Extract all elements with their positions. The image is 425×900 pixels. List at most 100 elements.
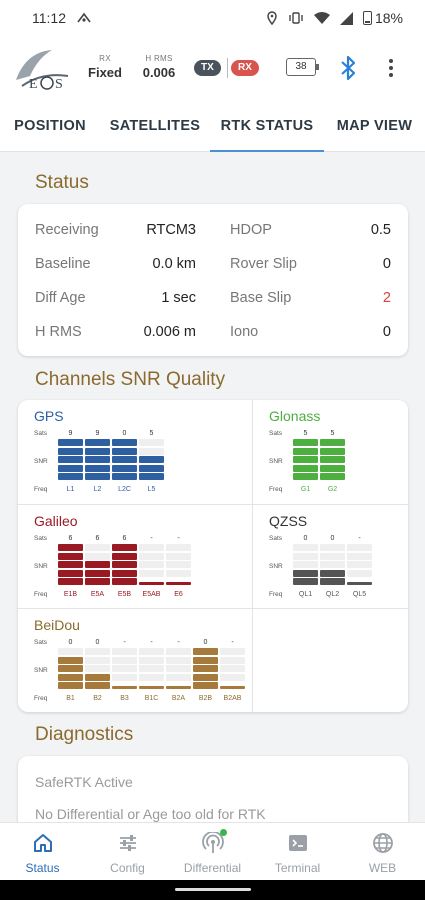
nav-terminal[interactable]: Terminal <box>255 823 340 881</box>
status-label-receiving: Receiving <box>35 222 99 238</box>
frequency-label: E1B <box>63 591 78 598</box>
snr-bar-segment-filled <box>85 561 110 568</box>
satellite-count: 0 <box>330 535 335 542</box>
snr-bar-segment-filled <box>85 569 110 577</box>
phone-battery-icon <box>362 11 372 25</box>
snr-bar-segment-filled <box>293 456 318 463</box>
snr-bar-segment-empty <box>139 561 164 568</box>
overflow-menu-icon[interactable] <box>386 54 396 82</box>
snr-bar-segment-filled <box>85 447 110 455</box>
snr-bar-segment-filled <box>58 552 83 560</box>
snr-bar-segment-filled <box>58 561 83 568</box>
snr-bar-segment-filled <box>293 473 318 480</box>
snr-bar-segment-empty <box>139 447 164 455</box>
nav-status[interactable]: Status <box>0 823 85 881</box>
snr-bar-segment-filled <box>85 682 110 689</box>
diagnostics-section-title: Diagnostics <box>35 724 134 745</box>
eos-logo: E S <box>16 50 69 92</box>
snr-bar-segment-filled <box>85 578 110 585</box>
snr-bar-segment-filled <box>112 439 137 446</box>
snr-bar-segment-filled <box>58 665 83 672</box>
tab-map-view[interactable]: MAP VIEW <box>336 118 413 134</box>
snr-bar-segment-empty <box>220 656 245 664</box>
constellation-name: BeiDou <box>34 617 80 633</box>
wifi-icon <box>313 12 330 24</box>
snr-bar-segment-empty <box>347 561 372 568</box>
frequency-label: QL1 <box>298 591 313 598</box>
row-label-sats: Sats <box>34 430 48 437</box>
frequency-label: B2 <box>93 695 102 702</box>
snr-bar-segment-empty <box>139 552 164 560</box>
tx-indicator: TX <box>194 60 221 76</box>
tab-position[interactable]: POSITION <box>14 118 86 134</box>
location-icon <box>267 11 277 25</box>
rx-indicator: RX <box>231 60 259 76</box>
satellite-count: 0 <box>95 639 100 646</box>
nav-config[interactable]: Config <box>85 823 170 881</box>
rtk-status-content[interactable]: Status Receiving RTCM3 HDOP 0.5 Baseline… <box>0 152 425 822</box>
frequency-label: E5AB <box>142 591 161 598</box>
row-label-snr: SNR <box>34 458 48 465</box>
snr-bar-segment-filled <box>293 464 318 472</box>
rx-status-label: RX <box>99 54 111 63</box>
vibrate-icon <box>289 12 303 24</box>
snr-bar-segment-filled <box>320 464 345 472</box>
frequency-label: B1C <box>144 695 159 702</box>
bluetooth-icon[interactable] <box>338 54 358 82</box>
snr-bar-segment-filled <box>193 648 218 655</box>
snr-bar-segment-filled <box>193 682 218 689</box>
diagnostics-card: SafeRTK Active No Differential or Age to… <box>18 756 408 822</box>
nav-label: WEB <box>368 861 397 875</box>
status-card: Receiving RTCM3 HDOP 0.5 Baseline 0.0 km… <box>18 204 408 356</box>
gesture-handle[interactable] <box>175 888 251 891</box>
frequency-label: E5A <box>90 591 105 598</box>
nav-differential[interactable]: Differential <box>170 823 255 881</box>
row-label-freq: Freq <box>34 695 48 702</box>
snr-bar-segment-filled <box>58 682 83 689</box>
hrms-status-value: 0.006 <box>142 65 176 80</box>
satellite-count: 9 <box>95 430 100 437</box>
snr-bar-segment-filled <box>320 447 345 455</box>
svg-text:S: S <box>55 77 63 92</box>
snr-bar-segment-empty <box>139 544 164 551</box>
tab-satellites[interactable]: SATELLITES <box>109 118 201 134</box>
satellite-count: 6 <box>95 535 100 542</box>
cloud-sync-icon <box>77 12 91 23</box>
satellite-count: 5 <box>303 430 308 437</box>
snr-bar-segment-filled <box>112 456 137 463</box>
row-label-sats: Sats <box>34 639 48 646</box>
snr-bar-segment-filled <box>85 456 110 463</box>
diagnostic-message: SafeRTK Active <box>35 774 133 790</box>
sliders-icon <box>120 835 136 851</box>
frequency-label: B2AB <box>223 695 242 702</box>
frequency-label: B1 <box>66 695 75 702</box>
snr-bar-segment-filled <box>320 578 345 585</box>
frequency-label: B2A <box>171 695 186 702</box>
nav-web[interactable]: WEB <box>340 823 425 881</box>
snr-bar-segment-empty <box>166 569 191 577</box>
pill-divider <box>227 58 228 78</box>
snr-bar-segment-filled <box>85 464 110 472</box>
hrms-status: H RMS 0.006 <box>138 54 180 80</box>
snr-bar-segment-empty <box>112 686 137 689</box>
clock: 11:12 <box>32 10 66 26</box>
row-label-snr: SNR <box>34 667 48 674</box>
snr-bar-segment-filled <box>58 656 83 664</box>
snr-bar-segment-empty <box>166 673 191 681</box>
snr-bar-segment-empty <box>166 552 191 560</box>
snr-bar-segment-empty <box>139 648 164 655</box>
rx-status-value: Fixed <box>88 65 122 80</box>
signal-icon <box>339 11 353 25</box>
snr-bar-segment-empty <box>166 582 191 585</box>
system-status-bar: 11:12 18% <box>0 0 425 36</box>
snr-bar-segment-empty <box>139 686 164 689</box>
nav-label: Config <box>110 861 145 875</box>
terminal-icon <box>289 835 307 851</box>
snr-quality-card: GPS Sats SNR Freq 9 L1 9 L2 0 L2C 5 L5 Glonass Sat… <box>18 400 408 712</box>
satellite-count: 0 <box>122 430 127 437</box>
status-label-hrms: H RMS <box>35 324 82 340</box>
snr-bar-segment-empty <box>293 544 318 551</box>
status-value-base-slip: 2 <box>382 290 391 306</box>
tab-rtk-status[interactable]: RTK STATUS <box>210 102 324 152</box>
constellation-name: GPS <box>34 408 64 424</box>
